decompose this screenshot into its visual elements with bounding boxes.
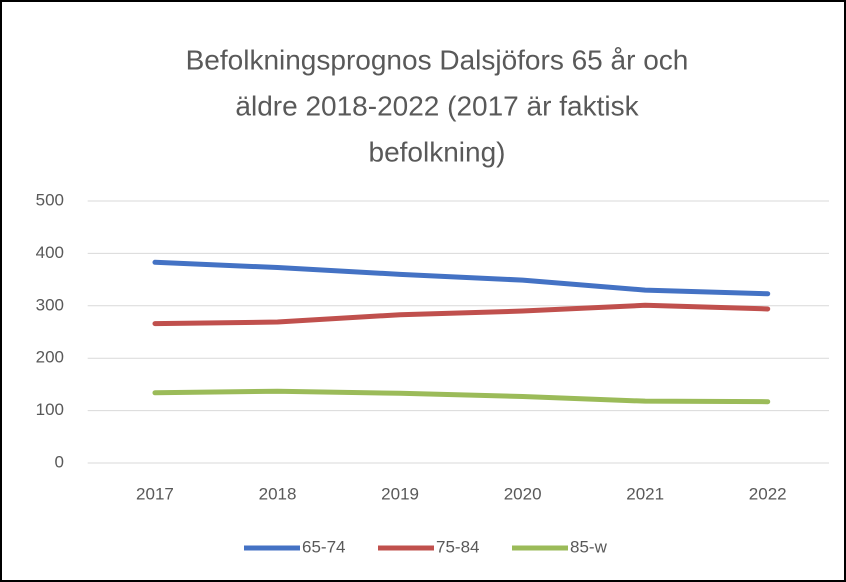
chart-title: befolkning) [369, 136, 506, 167]
series-line [152, 259, 771, 297]
x-tick-label: 2022 [749, 484, 787, 503]
chart-title: Befolkningsprognos Dalsjöfors 65 år och [186, 44, 689, 75]
y-tick-label: 200 [36, 348, 64, 367]
x-tick-label: 2019 [381, 484, 419, 503]
legend-label: 65-74 [302, 537, 345, 556]
y-tick-label: 400 [36, 243, 64, 262]
y-tick-label: 0 [55, 452, 64, 471]
y-tick-label: 500 [36, 190, 64, 209]
chart-title: äldre 2018-2022 (2017 är faktisk [235, 90, 639, 121]
y-tick-label: 100 [36, 400, 64, 419]
legend-label: 85-w [570, 537, 608, 556]
x-tick-label: 2021 [626, 484, 664, 503]
series-line [152, 388, 771, 405]
series-line [152, 302, 771, 327]
x-tick-label: 2017 [136, 484, 174, 503]
x-tick-label: 2018 [259, 484, 297, 503]
y-tick-label: 300 [36, 295, 64, 314]
legend-label: 75-84 [436, 537, 479, 556]
x-tick-label: 2020 [504, 484, 542, 503]
